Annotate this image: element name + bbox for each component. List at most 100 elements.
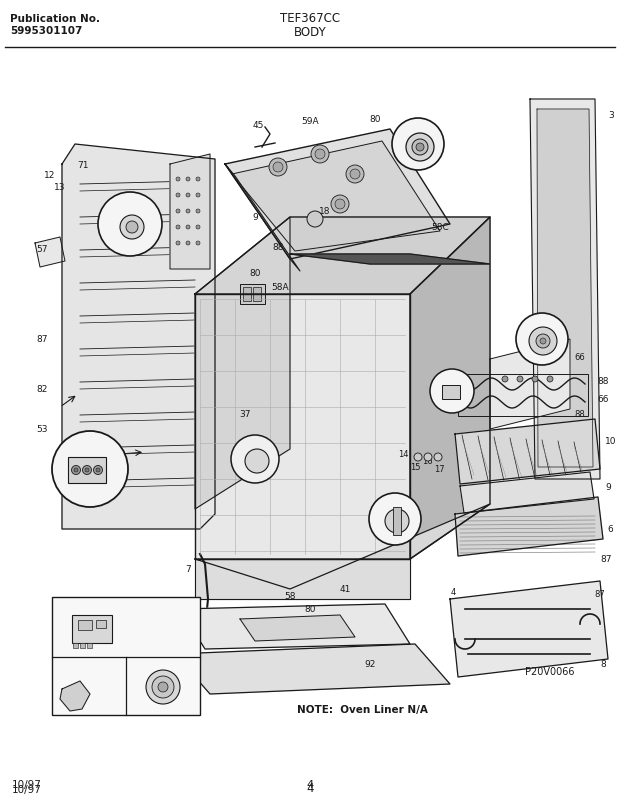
Circle shape — [152, 676, 174, 698]
Text: 8: 8 — [600, 660, 606, 669]
Bar — [240, 284, 265, 304]
Circle shape — [196, 210, 200, 214]
Bar — [52, 597, 200, 715]
Text: NOTE:  Oven Liner N/A: NOTE: Oven Liner N/A — [297, 704, 428, 714]
Text: 25: 25 — [189, 634, 201, 644]
Circle shape — [71, 466, 81, 475]
Text: 88: 88 — [272, 243, 284, 252]
Circle shape — [82, 466, 92, 475]
Polygon shape — [195, 504, 490, 589]
Bar — [458, 374, 588, 417]
Text: 3: 3 — [608, 110, 614, 120]
Circle shape — [392, 119, 444, 171]
Text: 9: 9 — [252, 214, 258, 222]
Circle shape — [547, 377, 553, 382]
Circle shape — [52, 431, 128, 507]
Circle shape — [186, 242, 190, 246]
Text: 87: 87 — [595, 589, 605, 599]
Text: 58C: 58C — [431, 223, 449, 232]
Polygon shape — [225, 130, 450, 259]
Text: BODY: BODY — [294, 26, 326, 39]
Polygon shape — [170, 155, 210, 270]
Text: 16: 16 — [422, 457, 432, 466]
Circle shape — [85, 468, 89, 472]
Text: Publication No.: Publication No. — [10, 14, 100, 24]
Text: 45: 45 — [252, 121, 264, 130]
Circle shape — [126, 222, 138, 234]
Text: 88: 88 — [575, 410, 585, 419]
Polygon shape — [60, 681, 90, 711]
Circle shape — [176, 194, 180, 198]
Text: 5: 5 — [534, 323, 540, 332]
Text: 44: 44 — [132, 661, 143, 671]
Polygon shape — [175, 644, 450, 694]
Circle shape — [269, 159, 287, 177]
Bar — [72, 615, 112, 643]
Text: 82: 82 — [37, 385, 48, 394]
Polygon shape — [450, 581, 608, 677]
Circle shape — [412, 140, 428, 156]
Text: 41: 41 — [339, 585, 351, 593]
Circle shape — [430, 369, 474, 414]
Circle shape — [186, 226, 190, 230]
Circle shape — [98, 193, 162, 257]
Bar — [393, 507, 401, 536]
Circle shape — [416, 144, 424, 152]
Text: 10: 10 — [605, 437, 616, 446]
Polygon shape — [530, 100, 600, 479]
Polygon shape — [195, 295, 410, 560]
Text: 80: 80 — [370, 116, 381, 124]
Circle shape — [517, 377, 523, 382]
Text: 6: 6 — [607, 525, 613, 534]
Circle shape — [536, 335, 550, 349]
Text: 57: 57 — [37, 245, 48, 255]
Bar — [96, 620, 106, 628]
Circle shape — [315, 150, 325, 160]
Circle shape — [516, 314, 568, 365]
Circle shape — [196, 242, 200, 246]
Circle shape — [245, 450, 269, 474]
Circle shape — [369, 493, 421, 545]
Circle shape — [186, 194, 190, 198]
Circle shape — [406, 134, 434, 161]
Bar — [73, 643, 78, 648]
Polygon shape — [537, 110, 593, 467]
Text: 72: 72 — [242, 445, 254, 454]
Polygon shape — [180, 604, 410, 649]
Text: 87: 87 — [37, 335, 48, 344]
Text: 17: 17 — [433, 465, 445, 474]
Circle shape — [273, 163, 283, 173]
Text: 7: 7 — [185, 565, 191, 574]
Bar — [253, 287, 261, 302]
Circle shape — [529, 328, 557, 356]
Circle shape — [335, 200, 345, 210]
Text: TEF367CC: TEF367CC — [280, 12, 340, 25]
Circle shape — [120, 216, 144, 240]
Text: 58: 58 — [284, 592, 296, 601]
Text: 37: 37 — [239, 410, 250, 419]
Polygon shape — [460, 472, 594, 513]
Bar — [68, 458, 106, 483]
Text: 88: 88 — [597, 377, 608, 386]
Text: 5995301107: 5995301107 — [10, 26, 82, 36]
Text: 14: 14 — [398, 450, 408, 459]
Circle shape — [94, 466, 102, 475]
Polygon shape — [195, 218, 290, 509]
Polygon shape — [232, 142, 440, 251]
Circle shape — [186, 177, 190, 181]
Circle shape — [350, 169, 360, 180]
Polygon shape — [290, 255, 490, 265]
Text: 13: 13 — [53, 183, 65, 192]
Text: 66: 66 — [575, 353, 585, 362]
Circle shape — [331, 196, 349, 214]
Circle shape — [158, 683, 168, 692]
Polygon shape — [62, 145, 215, 529]
Polygon shape — [455, 419, 600, 484]
Bar — [80, 643, 85, 648]
Circle shape — [434, 454, 442, 462]
Polygon shape — [410, 218, 490, 560]
Text: 53: 53 — [37, 425, 48, 434]
Circle shape — [196, 177, 200, 181]
Circle shape — [532, 377, 538, 382]
Text: 21: 21 — [60, 601, 71, 610]
